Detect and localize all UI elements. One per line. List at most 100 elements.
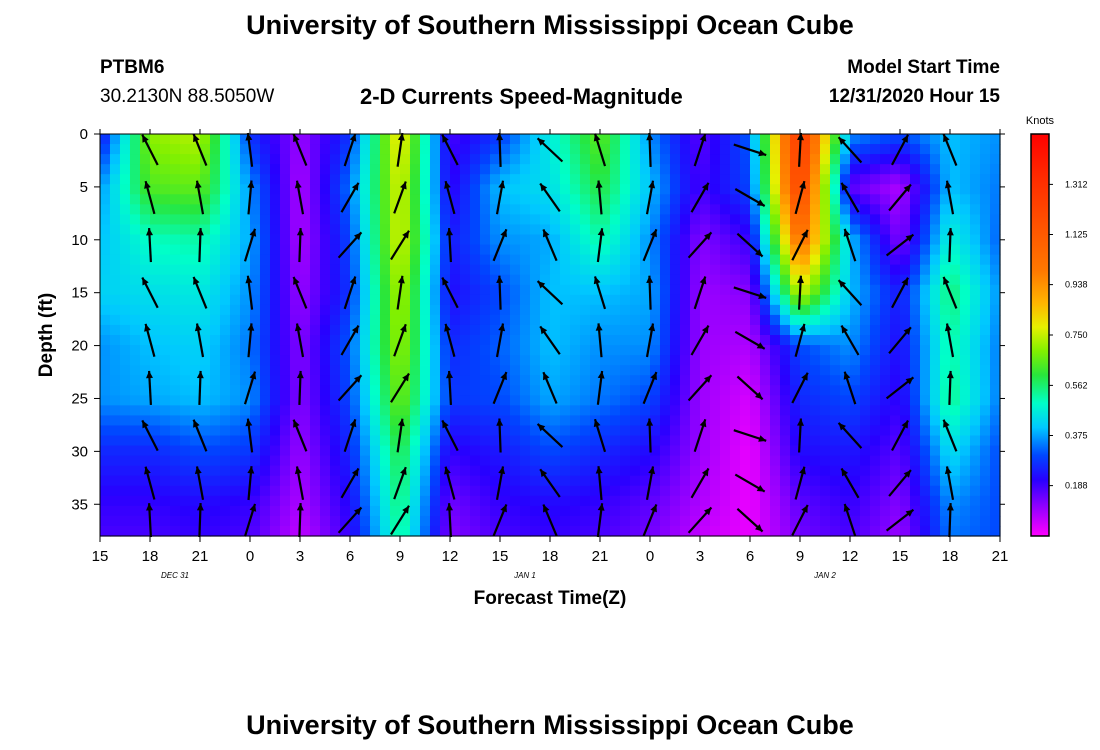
heat-cell xyxy=(480,304,491,316)
heat-cell xyxy=(430,445,441,457)
current-arrowhead xyxy=(701,468,709,477)
heat-cell xyxy=(180,515,191,527)
heat-cell xyxy=(930,234,941,246)
heat-cell xyxy=(340,385,351,396)
heat-cell xyxy=(500,375,511,386)
heat-cell xyxy=(980,345,991,356)
heat-cell xyxy=(110,184,121,195)
heat-cell xyxy=(820,505,831,517)
current-arrowhead xyxy=(593,133,601,142)
heat-cell xyxy=(520,324,531,336)
heat-cell xyxy=(350,284,361,296)
heat-cell xyxy=(280,515,291,527)
heat-cell xyxy=(860,164,871,175)
heat-cell xyxy=(590,375,601,386)
heat-cell xyxy=(960,244,971,256)
heat-cell xyxy=(940,264,951,276)
heat-cell xyxy=(590,465,601,477)
heat-cell xyxy=(920,214,931,226)
heat-cell xyxy=(640,515,651,527)
heat-cell xyxy=(630,515,641,527)
heat-cell xyxy=(660,134,671,145)
heat-cell xyxy=(960,314,971,326)
current-arrowhead xyxy=(193,134,200,143)
heat-cell xyxy=(290,284,301,296)
heat-cell xyxy=(530,304,541,316)
heat-cell xyxy=(300,304,311,316)
heat-cell xyxy=(570,385,581,396)
heat-cell xyxy=(680,224,691,236)
heat-cell xyxy=(870,485,881,497)
heat-cell xyxy=(250,415,261,427)
heat-cell xyxy=(740,335,751,346)
heat-cell xyxy=(420,365,431,376)
heat-cell xyxy=(900,314,911,326)
heat-cell xyxy=(140,505,151,517)
heat-cell xyxy=(460,455,471,467)
heat-cell xyxy=(770,425,781,437)
heat-cell xyxy=(710,244,721,256)
heat-cell xyxy=(960,365,971,376)
heat-cell xyxy=(710,485,721,497)
heat-cell xyxy=(180,405,191,416)
heat-cell xyxy=(960,405,971,416)
heat-cell xyxy=(680,425,691,437)
heat-cell xyxy=(360,385,371,396)
heat-cell xyxy=(450,515,461,527)
heat-cell xyxy=(780,324,791,336)
heat-cell xyxy=(190,194,201,205)
heat-cell xyxy=(100,174,111,185)
heat-cell xyxy=(180,264,191,276)
heat-cell xyxy=(980,355,991,366)
heat-cell xyxy=(550,214,561,226)
heat-cell xyxy=(720,455,731,467)
current-arrowhead xyxy=(593,419,601,428)
heat-cell xyxy=(530,335,541,346)
heat-cell xyxy=(490,415,501,427)
heat-cell xyxy=(880,345,891,356)
heat-cell xyxy=(810,465,821,477)
heat-cell xyxy=(430,405,441,416)
heat-cell xyxy=(780,445,791,457)
heat-cell xyxy=(990,355,1001,366)
heat-cell xyxy=(320,184,331,195)
heat-cell xyxy=(600,405,611,416)
heat-cell xyxy=(140,335,151,346)
heat-cell xyxy=(740,465,751,477)
heat-cell xyxy=(800,174,811,185)
heat-cell xyxy=(260,385,271,396)
heat-cell xyxy=(200,254,211,266)
heat-cell xyxy=(100,274,111,286)
heat-cell xyxy=(350,294,361,306)
heat-cell xyxy=(390,455,401,467)
heat-cell xyxy=(820,395,831,406)
heat-cell xyxy=(710,335,721,346)
heat-cell xyxy=(320,405,331,416)
heat-cell xyxy=(570,174,581,185)
heat-cell xyxy=(550,154,561,165)
heat-cell xyxy=(250,355,261,366)
heat-cell xyxy=(350,144,361,155)
current-arrowhead xyxy=(402,505,409,514)
heat-cell xyxy=(110,294,121,306)
current-arrowhead xyxy=(944,466,952,475)
heat-cell xyxy=(350,254,361,266)
heat-cell xyxy=(900,495,911,507)
heat-cell xyxy=(160,154,171,165)
heat-cell xyxy=(440,164,451,175)
heat-cell xyxy=(790,505,801,517)
heat-cell xyxy=(780,525,791,537)
heat-cell xyxy=(140,254,151,266)
heat-cell xyxy=(330,214,341,226)
heat-cell xyxy=(560,194,571,205)
heat-cell xyxy=(190,435,201,447)
heat-cell xyxy=(110,164,121,175)
current-arrowhead xyxy=(799,323,806,332)
heat-cell xyxy=(630,304,641,316)
heat-cell xyxy=(120,244,131,256)
heat-cell xyxy=(900,194,911,205)
heat-cell xyxy=(230,375,241,386)
heat-cell xyxy=(210,204,221,215)
heat-cell xyxy=(130,174,141,185)
heat-cell xyxy=(530,194,541,205)
